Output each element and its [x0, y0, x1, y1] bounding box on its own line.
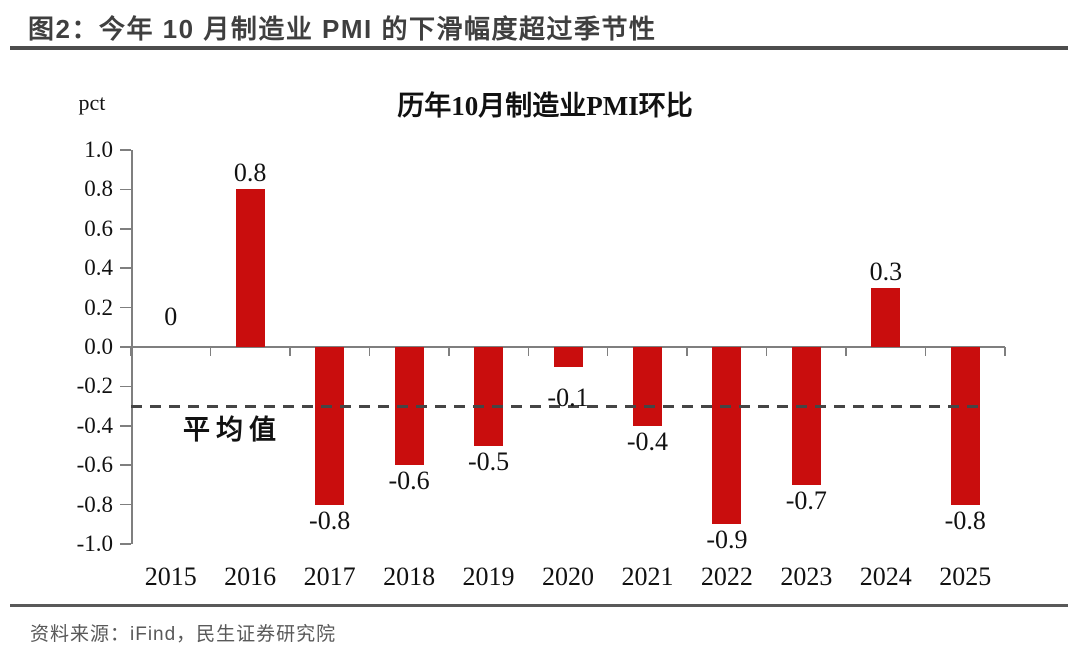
- x-tick: [606, 347, 609, 356]
- x-axis-label: 2017: [303, 562, 356, 591]
- bar-value-label: -0.4: [626, 426, 669, 456]
- y-tick: [120, 228, 131, 230]
- y-tick-label: 1.0: [84, 137, 113, 162]
- y-tick-label: -1.0: [76, 531, 113, 556]
- chart-title: 历年10月制造业PMI环比: [397, 91, 693, 121]
- plot-area: 平均值 1.0 0.8 0.6 0.4 0.2 0.0 -0.2 -0.4 -0.6 -0.8 -1…: [77, 138, 1006, 591]
- x-tick: [448, 347, 450, 356]
- bar: [315, 347, 345, 505]
- x-tick: [289, 347, 291, 356]
- y-tick: [120, 346, 131, 348]
- x-axis-label: 2018: [383, 562, 436, 591]
- x-axis-label: 2016: [224, 562, 277, 591]
- bar: [871, 287, 901, 347]
- y-tick-label: -0.6: [76, 452, 113, 478]
- bar-value-label: 0: [164, 302, 178, 331]
- x-axis-label: 2023: [780, 562, 833, 591]
- figure-title: 图2：今年 10 月制造业 PMI 的下滑幅度超过季节性: [28, 14, 657, 44]
- bar-value-label: 0.8: [233, 158, 267, 188]
- average-line-label: 平均值: [183, 415, 282, 445]
- y-tick-label: -0.8: [76, 491, 113, 517]
- x-axis-label: 2020: [541, 562, 594, 591]
- y-tick: [120, 149, 131, 151]
- x-tick: [765, 347, 768, 356]
- y-tick: [120, 425, 131, 427]
- bar: [235, 189, 265, 347]
- y-tick-label: 0.8: [84, 176, 113, 202]
- y-tick: [120, 543, 131, 545]
- average-line: [131, 404, 982, 408]
- x-axis-label: 2024: [859, 562, 912, 591]
- y-tick-label: 0.4: [84, 255, 113, 281]
- bar: [632, 347, 662, 426]
- y-tick: [120, 385, 131, 388]
- y-axis-unit-label: pct: [78, 90, 106, 115]
- bar-value-label: -0.8: [309, 505, 351, 535]
- y-tick-label: 0.0: [84, 334, 113, 359]
- bar: [553, 347, 583, 367]
- y-tick: [120, 306, 131, 309]
- x-axis-label: 2021: [621, 562, 674, 591]
- source-note: 资料来源：iFind，民生证券研究院: [30, 624, 337, 645]
- bar-value-label: -0.7: [785, 485, 827, 515]
- y-tick-label: -0.2: [76, 373, 113, 399]
- x-axis-label: 2025: [939, 562, 992, 591]
- y-tick-label: 0.6: [84, 215, 113, 241]
- x-tick: [527, 347, 530, 356]
- y-tick: [120, 267, 131, 269]
- x-tick: [924, 347, 927, 356]
- bar: [712, 347, 742, 525]
- bar-value-label: -0.8: [944, 505, 986, 535]
- y-tick: [120, 503, 131, 506]
- bar-value-label: 0.3: [869, 256, 903, 286]
- bar: [791, 347, 821, 485]
- footer-rule: [10, 604, 1068, 607]
- bar: [474, 347, 504, 446]
- x-tick: [686, 347, 688, 356]
- y-tick: [120, 188, 131, 191]
- x-axis-label: 2015: [144, 562, 197, 591]
- bar-value-label: -0.6: [388, 466, 430, 496]
- x-tick: [845, 347, 847, 356]
- x-tick: [209, 347, 212, 356]
- bar-value-label: -0.1: [547, 382, 589, 412]
- x-axis-label: 2019: [462, 562, 515, 591]
- x-tick: [368, 347, 371, 356]
- bar: [950, 347, 980, 505]
- bar-value-label: -0.5: [467, 446, 510, 476]
- header-rule: [10, 46, 1068, 50]
- y-tick: [120, 464, 131, 466]
- y-tick-label: -0.4: [76, 412, 113, 438]
- x-tick: [1004, 347, 1006, 356]
- x-tick: [130, 347, 132, 356]
- bar-value-label: -0.9: [706, 525, 748, 555]
- x-axis-label: 2022: [700, 562, 753, 591]
- y-tick-label: 0.2: [84, 294, 113, 320]
